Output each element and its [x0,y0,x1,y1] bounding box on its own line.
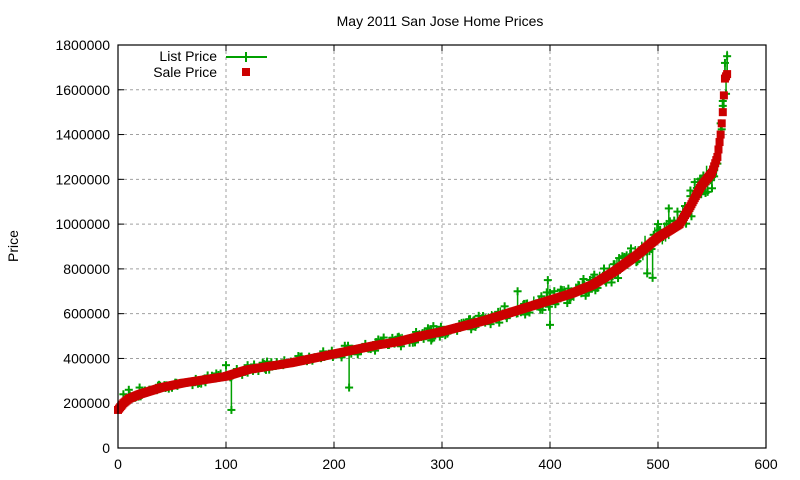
grid-lines [118,45,766,448]
legend-label-list-price: List Price [159,48,217,64]
chart-title: May 2011 San Jose Home Prices [337,13,544,29]
y-tick-label: 200000 [63,395,110,411]
plot-border [117,44,767,449]
series-list-price [114,50,732,414]
y-tick-label: 0 [102,440,110,456]
legend-list-price-icon [226,52,267,62]
y-tick-label: 1800000 [55,37,110,53]
y-axis-ticks: 0 200000 400000 600000 800000 1000000 1200000 1… [55,37,766,456]
legend-sale-price-icon [242,68,250,76]
x-tick-label: 0 [114,456,122,472]
y-axis-label: Price [5,230,21,262]
x-tick-label: 100 [214,456,238,472]
y-tick-label: 800000 [63,261,110,277]
series-sale-price [114,70,732,414]
x-tick-label: 600 [754,456,778,472]
legend-label-sale-price: Sale Price [153,64,217,80]
y-tick-label: 400000 [63,350,110,366]
y-tick-label: 1400000 [55,127,110,143]
y-tick-label: 1000000 [55,216,110,232]
x-tick-label: 500 [646,456,670,472]
y-tick-label: 600000 [63,306,110,322]
x-tick-label: 300 [430,456,454,472]
legend: List Price Sale Price [153,48,267,80]
x-axis-ticks: 0 100 200 300 400 500 600 [114,45,778,472]
y-tick-label: 1200000 [55,171,110,187]
x-tick-label: 200 [322,456,346,472]
y-tick-label: 1600000 [55,82,110,98]
x-tick-label: 400 [538,456,562,472]
